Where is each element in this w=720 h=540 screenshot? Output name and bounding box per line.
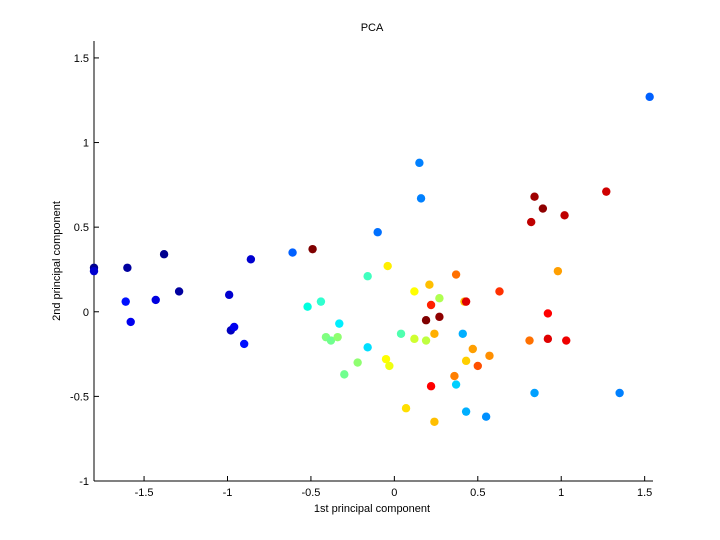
scatter-point [538,204,548,213]
x-tick-label: 0 [391,487,397,499]
scatter-point [288,248,297,257]
scatter-point [481,412,491,421]
scatter-point [363,343,372,352]
scatter-point [458,329,467,338]
scatter-point [316,297,326,306]
scatter-point [602,187,611,196]
scatter-point [353,358,362,367]
x-axis-title: 1st principal component [314,503,430,515]
scatter-point [461,407,471,416]
scatter-point [560,211,569,220]
scatter-point [246,255,256,264]
scatter-point [416,194,426,203]
scatter-point [126,317,135,327]
x-tick-label: 1 [558,487,564,499]
scatter-point [473,361,482,371]
scatter-point [530,388,539,398]
scatter-point [543,334,553,344]
scatter-point [415,158,424,168]
scatter-point [451,270,461,279]
scatter-point [526,217,536,227]
y-tick-label: 0.5 [74,222,89,234]
scatter-point [224,290,234,300]
x-ticks: -1.5 -1 -0.5 0 0.5 1 1.5 [135,476,652,499]
scatter-point [123,263,132,272]
y-tick-label: 1 [83,138,89,150]
scatter-point [435,312,444,322]
scatter-point [562,336,571,345]
scatter-point [430,329,439,338]
y-axis-title: 2nd principal component [51,201,63,321]
scatter-point [89,266,99,276]
data-points [89,92,654,426]
scatter-point [381,354,391,364]
chart-title: PCA [361,22,384,34]
x-tick-label: 1.5 [637,487,652,499]
scatter-point [373,228,382,237]
x-tick-label: -0.5 [301,487,320,499]
y-tick-label: 0 [83,307,89,319]
scatter-point [363,272,372,281]
scatter-point [151,295,160,305]
scatter-point [468,344,477,354]
y-tick-label: 1.5 [74,53,89,65]
scatter-point [326,336,336,345]
scatter-point [450,371,459,381]
scatter-point [159,250,169,259]
scatter-point [553,266,563,276]
scatter-point [645,92,654,102]
scatter-point [451,380,461,389]
scatter-point [308,244,317,254]
scatter-point [425,280,434,289]
scatter-point [410,287,419,296]
scatter-point [333,332,342,342]
y-tick-label: -1 [79,476,89,488]
scatter-point [401,404,411,413]
axes [93,41,653,482]
scatter-point [121,297,130,306]
scatter-point [530,192,539,201]
scatter-point [229,322,239,332]
scatter-point [426,300,436,310]
scatter-point [421,336,431,345]
scatter-point [396,329,406,338]
scatter-point [335,319,344,328]
scatter-point [430,417,439,426]
scatter-point [303,302,312,311]
scatter-point [461,356,471,366]
scatter-point [385,361,394,371]
scatter-point [435,294,444,303]
scatter-point [174,287,184,296]
scatter-point [421,316,431,325]
y-ticks: -1 -0.5 0 0.5 1 1.5 [70,53,99,488]
x-tick-label: -1 [223,487,233,499]
y-tick-label: -0.5 [70,391,89,403]
scatter-point [426,382,436,391]
scatter-point [495,287,504,296]
scatter-point [525,336,534,345]
x-tick-label: 0.5 [470,487,485,499]
scatter-point [239,339,249,349]
scatter-point [461,297,471,306]
scatter-point [485,351,494,360]
scatter-point [340,370,349,379]
scatter-point [410,334,419,344]
scatter-point [383,261,392,271]
scatter-point [615,388,624,398]
x-tick-label: -1.5 [135,487,154,499]
scatter-point [543,309,553,318]
